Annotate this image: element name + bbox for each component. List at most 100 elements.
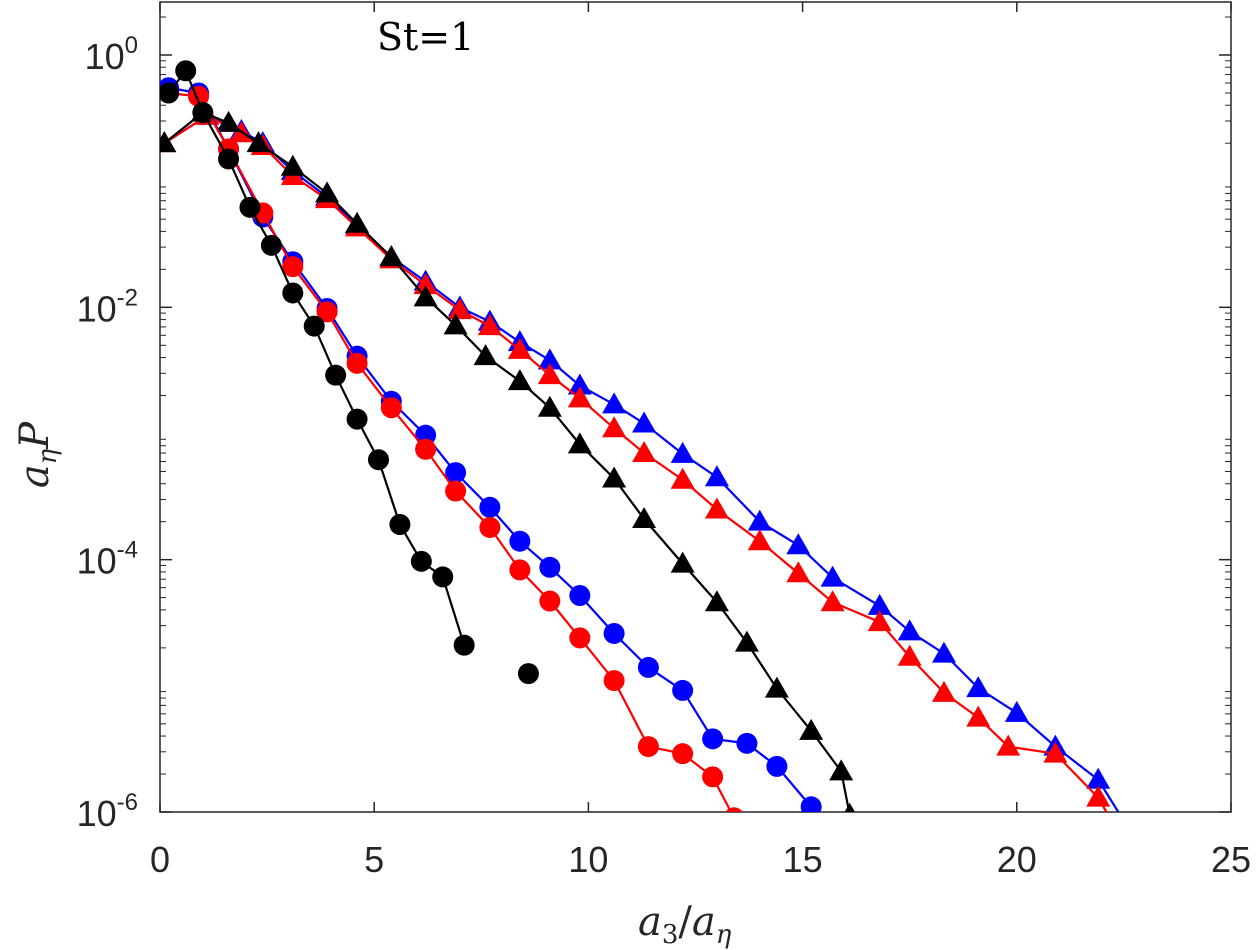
x-tick-label: 0 xyxy=(150,839,170,880)
data-point xyxy=(637,736,659,758)
data-point xyxy=(346,408,368,430)
data-point xyxy=(603,622,625,644)
series-red-circles xyxy=(160,82,743,812)
series-black-circles xyxy=(160,60,475,656)
x-tick-label: 10 xyxy=(568,839,608,880)
data-point xyxy=(844,802,855,812)
data-point xyxy=(389,513,411,535)
data-point xyxy=(786,561,811,583)
data-point xyxy=(477,314,502,336)
data-point xyxy=(569,584,591,606)
data-point xyxy=(736,732,758,754)
tick-labels: 0 5 10 15 20 25 100 10-2 10-4 10-6 xyxy=(77,32,1251,880)
data-point xyxy=(509,530,531,552)
data-point xyxy=(567,373,592,395)
data-point xyxy=(603,670,625,692)
series-black-triangles xyxy=(160,100,855,812)
data-point xyxy=(734,630,759,652)
data-point xyxy=(410,550,432,572)
data-point xyxy=(280,154,305,176)
data-point xyxy=(537,395,562,417)
plot-area xyxy=(159,1,1232,813)
data-point xyxy=(670,551,695,573)
data-point xyxy=(316,301,338,323)
x-axis-label: a3/aη xyxy=(638,899,732,950)
data-point xyxy=(820,590,845,612)
data-point xyxy=(931,641,956,663)
data-point xyxy=(239,196,261,218)
y-tick-label: 10-6 xyxy=(77,789,138,834)
data-point xyxy=(800,796,822,812)
data-point xyxy=(346,352,368,374)
data-point xyxy=(725,807,743,812)
data-point xyxy=(820,565,845,587)
data-point xyxy=(1086,785,1111,807)
data-point xyxy=(670,467,695,489)
data-point xyxy=(786,533,811,555)
data-point xyxy=(602,416,627,438)
data-point xyxy=(867,610,892,632)
data-point xyxy=(966,705,991,727)
x-tick-label: 15 xyxy=(783,839,823,880)
data-point xyxy=(764,676,789,698)
data-point xyxy=(445,462,467,484)
data-point xyxy=(507,369,532,391)
data-point xyxy=(632,441,657,463)
series-layer xyxy=(160,60,1120,812)
data-point xyxy=(702,728,724,750)
data-point xyxy=(479,496,501,518)
data-point xyxy=(537,363,562,385)
y-tick-label: 10-4 xyxy=(77,537,138,582)
data-point xyxy=(766,755,788,777)
annotation: St=1 xyxy=(377,15,474,59)
data-point xyxy=(415,438,437,460)
data-point xyxy=(799,718,824,740)
data-point xyxy=(473,344,498,366)
data-point xyxy=(175,60,197,82)
data-point xyxy=(216,110,241,132)
data-point xyxy=(192,102,214,124)
data-point xyxy=(315,181,340,203)
data-point xyxy=(867,593,892,615)
data-point xyxy=(537,348,562,370)
data-point xyxy=(380,397,402,419)
data-point xyxy=(996,734,1021,756)
data-point xyxy=(829,759,854,781)
data-point xyxy=(507,337,532,359)
data-point xyxy=(637,656,659,678)
data-point xyxy=(367,449,389,471)
data-point xyxy=(447,298,472,320)
data-point xyxy=(632,411,657,433)
data-point xyxy=(966,676,991,698)
data-point xyxy=(704,497,729,519)
y-axis-label: aηP xyxy=(12,421,63,488)
data-point xyxy=(747,509,772,531)
data-point xyxy=(897,619,922,641)
data-point xyxy=(569,627,591,649)
data-point xyxy=(260,234,282,256)
data-point xyxy=(282,282,304,304)
data-point xyxy=(632,507,657,529)
y-tick-label: 100 xyxy=(85,32,138,77)
data-point xyxy=(160,131,177,153)
data-point xyxy=(453,634,475,656)
data-point xyxy=(704,465,729,487)
data-point xyxy=(325,364,347,386)
data-point xyxy=(445,480,467,502)
data-point xyxy=(1004,700,1029,722)
data-point xyxy=(704,590,729,612)
data-point xyxy=(670,441,695,463)
data-point xyxy=(218,148,240,170)
x-tick-label: 5 xyxy=(364,839,384,880)
data-point xyxy=(672,743,694,765)
data-point xyxy=(931,680,956,702)
data-point xyxy=(443,313,468,335)
data-point xyxy=(282,256,304,278)
x-tick-label: 20 xyxy=(997,839,1037,880)
data-point xyxy=(1086,767,1111,789)
data-point xyxy=(479,516,501,538)
data-point xyxy=(702,766,724,788)
y-tick-label: 10-2 xyxy=(77,284,138,329)
data-point xyxy=(160,82,180,104)
